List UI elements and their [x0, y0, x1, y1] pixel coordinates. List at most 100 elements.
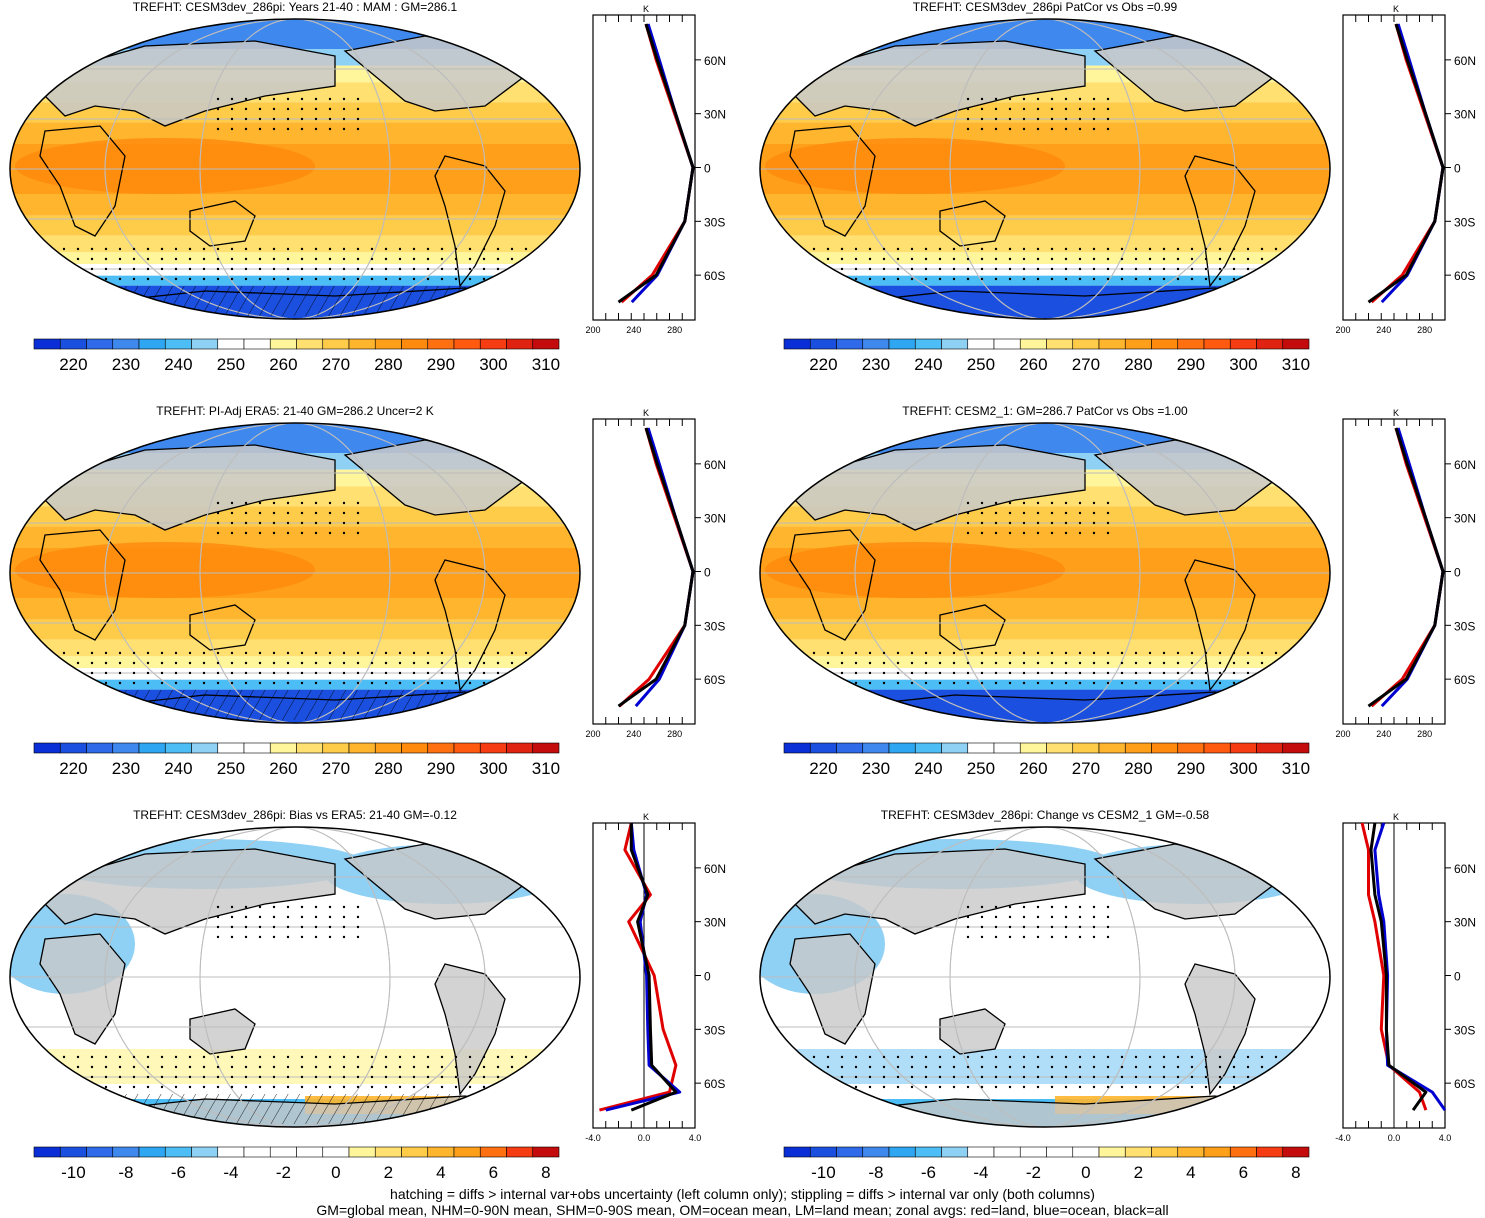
colorbar-swatch: [479, 742, 507, 754]
panel-title-3: TREFHT: PI-Adj ERA5: 21-40 GM=286.2 Unce…: [156, 404, 434, 418]
colorbar-swatch: [1282, 1146, 1310, 1158]
colorbar-swatch: [1256, 338, 1284, 350]
colorbar-swatch: [809, 742, 837, 754]
zonal-profile-5: K 60N 30N 0 30S 60S -4.0 0.0 4.0: [585, 812, 726, 1143]
profile-lat-label: 60S: [704, 673, 725, 687]
profile-lat-label: 0: [1454, 162, 1461, 176]
colorbar-swatch: [914, 1146, 942, 1158]
colorbar-swatch: [112, 742, 140, 754]
colorbar-swatch: [1124, 338, 1152, 350]
profile-line-all: [629, 823, 678, 1112]
colorbar-swatch: [112, 1146, 140, 1158]
colorbar-tick-label: 240: [914, 759, 942, 778]
profile-unit-label: K: [1393, 812, 1399, 822]
colorbar-tick-label: 240: [914, 355, 942, 374]
profile-lat-label: 0: [704, 162, 711, 176]
colorbar-swatch: [1046, 742, 1074, 754]
profile-x-tick-label: 0.0: [1388, 1133, 1401, 1143]
colorbar-swatch: [532, 1146, 560, 1158]
colorbar-swatch: [1203, 338, 1231, 350]
colorbar-swatch: [243, 338, 271, 350]
colorbar-tick-label: -6: [171, 1163, 186, 1182]
map-panel-3: [9, 422, 581, 724]
colorbar-tick-label: -8: [118, 1163, 133, 1182]
colorbar-tick-label: 250: [217, 355, 245, 374]
profile-unit-label: K: [1393, 4, 1399, 14]
profile-x-tick-label: -4.0: [1335, 1133, 1351, 1143]
colorbar-swatch: [401, 1146, 429, 1158]
profile-line-land: [620, 23, 695, 304]
colorbar-swatch: [1098, 338, 1126, 350]
colorbar-swatch: [86, 1146, 114, 1158]
colorbar-swatch: [138, 1146, 166, 1158]
colorbar-tick-label: 230: [112, 759, 140, 778]
colorbar-swatch: [1203, 742, 1231, 754]
panel-title-2: TREFHT: CESM3dev_286pi PatCor vs Obs =0.…: [912, 0, 1178, 14]
colorbar-swatch: [941, 1146, 969, 1158]
colorbar-swatch: [191, 1146, 219, 1158]
colorbar-tick-label: 260: [1019, 759, 1047, 778]
profile-x-tick-label: 4.0: [1439, 1133, 1452, 1143]
colorbar-swatch: [1229, 1146, 1257, 1158]
footer-line-2: GM=global mean, NHM=0-90N mean, SHM=0-90…: [316, 1202, 1169, 1218]
colorbar-swatch: [1151, 742, 1179, 754]
profile-x-tick-label: 200: [585, 325, 600, 335]
colorbar-swatch: [1177, 1146, 1205, 1158]
colorbar-swatch: [427, 338, 455, 350]
colorbar-swatch: [453, 742, 481, 754]
profile-x-tick-label: 0.0: [638, 1133, 651, 1143]
colorbar-diff-6: -10-8-6-4-20246810: [783, 1146, 1310, 1182]
colorbar-swatch: [862, 1146, 890, 1158]
profile-lat-label: 60N: [1454, 862, 1476, 876]
colorbar-diff-5: -10-8-6-4-20246810: [33, 1146, 560, 1182]
colorbar-swatch: [941, 742, 969, 754]
profile-frame: [1342, 418, 1446, 725]
profile-lat-label: 30N: [1454, 916, 1476, 930]
colorbar-tick-label: 290: [427, 355, 455, 374]
colorbar-tick-label: 230: [862, 355, 890, 374]
profile-frame: [592, 14, 696, 321]
colorbar-swatch: [453, 1146, 481, 1158]
colorbar-swatch: [967, 742, 995, 754]
colorbar-swatch: [427, 742, 455, 754]
colorbar-tick-label: 250: [217, 759, 245, 778]
colorbar-swatch: [243, 1146, 271, 1158]
profile-lat-label: 60S: [1454, 1077, 1475, 1091]
panel-title-5: TREFHT: CESM3dev_286pi: Bias vs ERA5: 21…: [133, 808, 457, 822]
colorbar-tick-label: 220: [59, 759, 87, 778]
colorbar-tick-label: 310: [1282, 355, 1310, 374]
colorbar-tick-label: 4: [1186, 1163, 1195, 1182]
colorbar-tick-label: 0: [331, 1163, 340, 1182]
colorbar-swatch: [453, 338, 481, 350]
colorbar-tick-label: 280: [1124, 759, 1152, 778]
colorbar-tick-label: -6: [921, 1163, 936, 1182]
profile-lat-label: 30S: [704, 215, 725, 229]
colorbar-swatch: [1229, 338, 1257, 350]
colorbar-tick-label: 240: [164, 759, 192, 778]
colorbar-swatch: [888, 742, 916, 754]
colorbar-swatch: [479, 1146, 507, 1158]
profile-lat-label: 60N: [1454, 54, 1476, 68]
zonal-profile-2: K 60N 30N 0 30S 60S 200 240 280: [1335, 4, 1476, 335]
colorbar-tick-label: 300: [479, 355, 507, 374]
colorbar-swatch: [322, 1146, 350, 1158]
colorbar-tick-label: 290: [1177, 759, 1205, 778]
colorbar-abs-2: 220230240250260270280290300310320: [783, 338, 1310, 374]
colorbar-tick-label: 8: [1291, 1163, 1300, 1182]
colorbar-swatch: [269, 1146, 297, 1158]
colorbar-swatch: [506, 338, 534, 350]
colorbar-swatch: [1072, 338, 1100, 350]
profile-line-all: [617, 23, 695, 304]
profile-line-land: [1370, 427, 1445, 708]
colorbar-swatch: [191, 742, 219, 754]
colorbar-swatch: [836, 338, 864, 350]
profile-line-land: [1360, 822, 1428, 1111]
colorbar-tick-label: 220: [809, 759, 837, 778]
colorbar-swatch: [1256, 1146, 1284, 1158]
colorbar-swatch: [1151, 338, 1179, 350]
profile-lat-label: 60S: [704, 269, 725, 283]
colorbar-swatch: [836, 742, 864, 754]
profile-lat-label: 30N: [704, 916, 726, 930]
colorbar-swatch: [1098, 1146, 1126, 1158]
profile-lat-label: 30N: [704, 108, 726, 122]
